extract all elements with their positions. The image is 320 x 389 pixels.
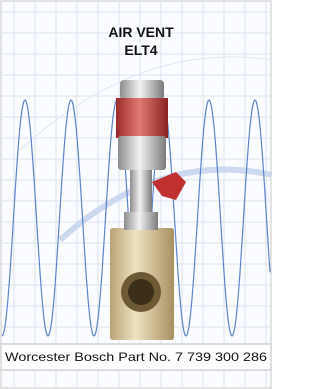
valve-nut	[124, 212, 158, 230]
vent-band	[116, 98, 168, 138]
valve-port-inner	[128, 279, 154, 305]
vent-cap	[120, 80, 164, 100]
title-line-1: AIR VENT	[108, 24, 174, 40]
title-line-2: ELT4	[124, 42, 157, 58]
vent-base	[118, 136, 166, 170]
product-card: AIR VENT ELT4 Worcester Bosch Part No. 7…	[0, 0, 272, 389]
caption: Worcester Bosch Part No. 7 739 300 286	[5, 350, 267, 364]
page: AIR VENT ELT4 Worcester Bosch Part No. 7…	[0, 0, 272, 389]
